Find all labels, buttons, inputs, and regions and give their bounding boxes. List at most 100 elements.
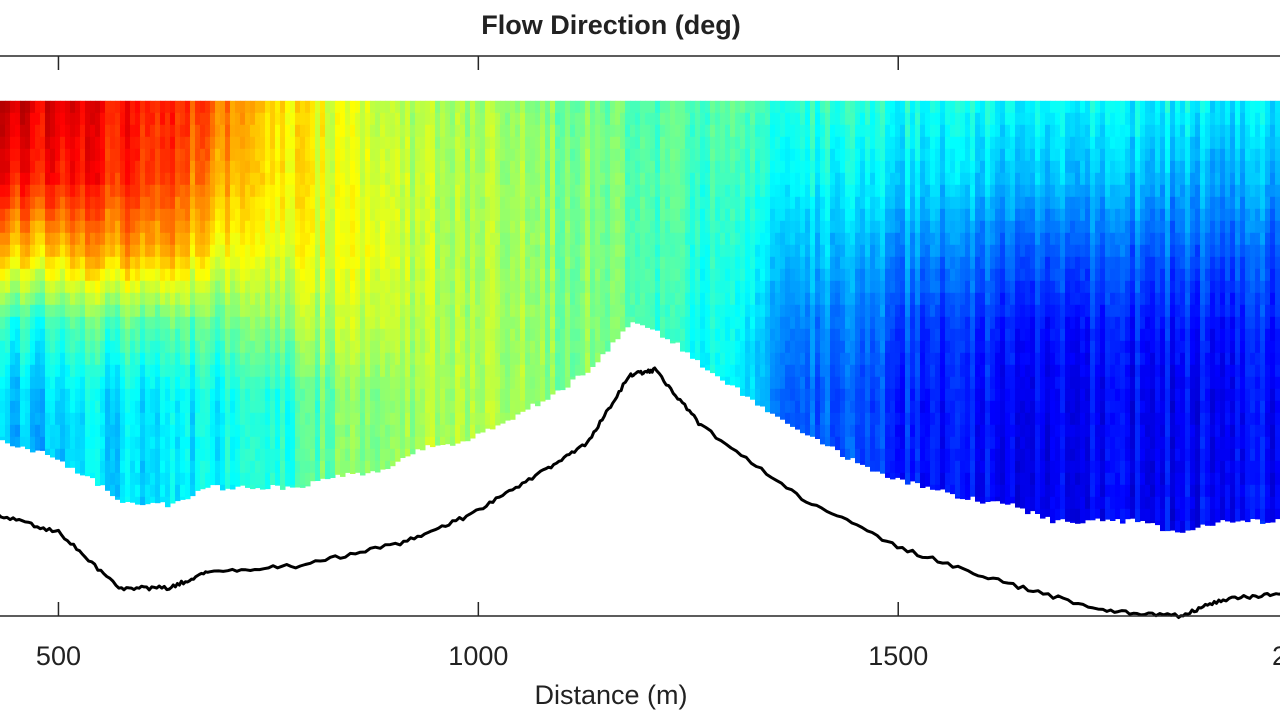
heatmap-cell (285, 436, 291, 450)
heatmap-cell (335, 424, 341, 438)
heatmap-cell (680, 148, 686, 162)
heatmap-cell (165, 160, 171, 174)
heatmap-cell (685, 304, 691, 318)
heatmap-cell (550, 352, 556, 366)
heatmap-cell (825, 352, 831, 366)
heatmap-cell (465, 292, 471, 306)
heatmap-cell (790, 136, 796, 150)
heatmap-cell (85, 136, 91, 150)
heatmap-cell (840, 364, 846, 378)
heatmap-cell (370, 388, 376, 402)
heatmap-cell (510, 316, 516, 330)
heatmap-cell (850, 304, 856, 318)
heatmap-cell (855, 412, 861, 426)
heatmap-cell (45, 244, 51, 258)
heatmap-cell (435, 352, 441, 366)
heatmap-cell (595, 316, 601, 330)
heatmap-cell (810, 172, 816, 186)
heatmap-cell (555, 268, 561, 282)
heatmap-cell (480, 424, 486, 433)
heatmap-cell (90, 124, 96, 138)
heatmap-cell (40, 292, 46, 306)
heatmap-cell (170, 172, 176, 186)
heatmap-cell (335, 172, 341, 186)
heatmap-cell (520, 160, 526, 174)
heatmap-cell (5, 376, 11, 390)
heatmap-cell (205, 136, 211, 150)
heatmap-cell (390, 412, 396, 426)
heatmap-cell (495, 220, 501, 234)
heatmap-cell (350, 136, 356, 150)
heatmap-cell (690, 148, 696, 162)
heatmap-cell (20, 316, 26, 330)
heatmap-cell (175, 304, 181, 318)
heatmap-cell (435, 424, 441, 438)
heatmap-cell (705, 244, 711, 258)
heatmap-cell (775, 196, 781, 210)
heatmap-cell (180, 388, 186, 402)
heatmap-cell (780, 388, 786, 402)
heatmap-cell (715, 244, 721, 258)
heatmap-cell (350, 112, 356, 126)
heatmap-cell (120, 484, 126, 498)
heatmap-cell (250, 412, 256, 426)
heatmap-cell (145, 124, 151, 138)
heatmap-cell (260, 220, 266, 234)
heatmap-cell (555, 100, 561, 114)
heatmap-cell (775, 292, 781, 306)
heatmap-cell (40, 340, 46, 354)
heatmap-cell (105, 460, 111, 474)
heatmap-cell (410, 280, 416, 294)
heatmap-cell (310, 112, 316, 126)
heatmap-cell (480, 280, 486, 294)
heatmap-cell (695, 148, 701, 162)
heatmap-cell (70, 460, 76, 468)
heatmap-cell (445, 412, 451, 426)
heatmap-cell (760, 100, 766, 114)
heatmap-cell (350, 232, 356, 246)
heatmap-cell (510, 340, 516, 354)
heatmap-cell (490, 424, 496, 430)
heatmap-cell (120, 340, 126, 354)
heatmap-cell (445, 424, 451, 438)
heatmap-cell (405, 172, 411, 186)
heatmap-cell (810, 184, 816, 198)
heatmap-cell (405, 160, 411, 174)
heatmap-cell (800, 244, 806, 258)
heatmap-cell (310, 172, 316, 186)
heatmap-cell (160, 148, 166, 162)
heatmap-cell (55, 196, 61, 210)
heatmap-cell (370, 328, 376, 342)
heatmap-cell (555, 184, 561, 198)
heatmap-cell (100, 196, 106, 210)
heatmap-cell (415, 136, 421, 150)
heatmap-cell (445, 280, 451, 294)
heatmap-cell (200, 148, 206, 162)
heatmap-cell (220, 292, 226, 306)
heatmap-cell (855, 232, 861, 246)
heatmap-cell (190, 280, 196, 294)
heatmap-cell (420, 220, 426, 234)
heatmap-cell (130, 436, 136, 450)
heatmap-cell (795, 100, 801, 114)
heatmap-cell (105, 160, 111, 174)
heatmap-cell (655, 316, 661, 330)
heatmap-cell (560, 148, 566, 162)
heatmap-cell (690, 196, 696, 210)
heatmap-cell (530, 400, 536, 404)
heatmap-cell (290, 388, 296, 402)
heatmap-cell (315, 316, 321, 330)
heatmap-cell (855, 436, 861, 450)
heatmap-cell (35, 160, 41, 174)
heatmap-cell (20, 208, 26, 222)
heatmap-cell (680, 316, 686, 330)
heatmap-cell (765, 220, 771, 234)
heatmap-cell (360, 136, 366, 150)
heatmap-cell (260, 304, 266, 318)
heatmap-cell (505, 244, 511, 258)
heatmap-cell (675, 148, 681, 162)
heatmap-cell (85, 256, 91, 270)
heatmap-cell (275, 172, 281, 186)
heatmap-cell (320, 100, 326, 114)
heatmap-cell (180, 196, 186, 210)
